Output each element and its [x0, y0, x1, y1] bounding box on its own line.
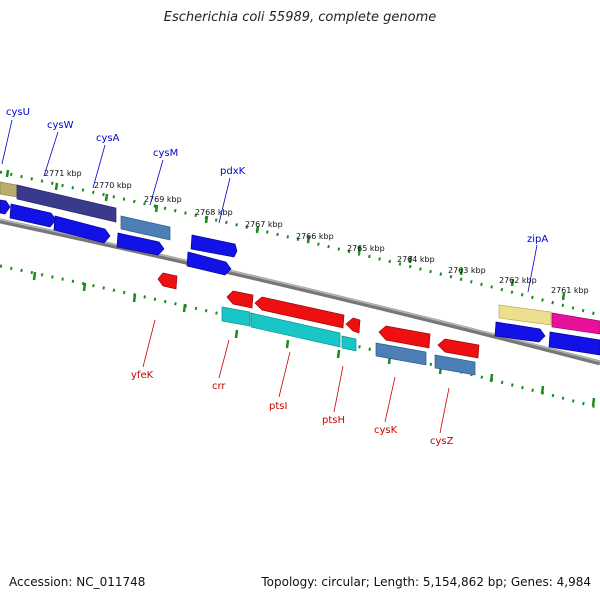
forward-cds-arrow[interactable] — [9, 203, 57, 228]
major-tick — [255, 225, 260, 234]
outer-major-ticks — [5, 169, 566, 301]
gene-label-cysA[interactable]: cysA — [96, 133, 120, 144]
gene-feature-cysZ[interactable] — [434, 354, 476, 376]
scale-label: 2769 kbp — [144, 195, 182, 204]
scale-label: 2766 kbp — [296, 232, 334, 241]
scale-labels: 2771 kbp 2770 kbp 2769 kbp 2768 kbp 2767… — [44, 169, 589, 295]
gene-label-cysK[interactable]: cysK — [374, 425, 398, 436]
gene-label-zipA[interactable]: zipA — [527, 234, 548, 245]
gene-label-yfeK[interactable]: yfeK — [131, 370, 154, 381]
gene-feature-ptsH[interactable] — [341, 335, 357, 352]
gene-feature-pink[interactable] — [551, 312, 600, 335]
reverse-cds-arrow[interactable] — [437, 338, 480, 359]
major-tick — [234, 329, 239, 339]
scale-label: 2762 kbp — [499, 276, 537, 285]
major-tick — [336, 349, 341, 359]
leader-line — [218, 339, 230, 379]
reverse-cds-track — [157, 272, 480, 359]
major-tick — [306, 235, 311, 244]
scale-label: 2763 kbp — [448, 266, 486, 275]
gene-feature-crr[interactable] — [221, 306, 251, 327]
leader-line — [1, 119, 13, 165]
leader-line — [527, 244, 538, 293]
gene-label-cysZ[interactable]: cysZ — [430, 436, 454, 447]
major-tick — [510, 278, 515, 287]
gene-label-ptsH[interactable]: ptsH — [322, 415, 345, 426]
major-tick — [32, 271, 37, 281]
genome-backbone — [0, 218, 600, 366]
topology-summary: Topology: circular; Length: 5,154,862 bp… — [261, 575, 591, 589]
major-tick — [459, 267, 464, 276]
reverse-cds-arrow[interactable] — [378, 325, 431, 349]
scale-label: 2767 kbp — [245, 220, 283, 229]
major-tick — [285, 339, 290, 349]
forward-cds-track — [0, 199, 600, 356]
reverse-cds-arrow[interactable] — [157, 272, 178, 290]
major-tick — [591, 397, 596, 407]
map-title: Escherichia coli 55989, complete genome — [163, 10, 437, 25]
scale-label: 2761 kbp — [551, 286, 589, 295]
reverse-gene-labels: yfeK crr ptsI ptsH cysK cysZ — [131, 370, 454, 447]
major-tick — [154, 204, 159, 213]
gene-label-cysM[interactable]: cysM — [153, 148, 178, 159]
forward-cds-arrow[interactable] — [494, 321, 546, 343]
major-tick — [104, 193, 109, 202]
major-tick — [489, 373, 494, 383]
major-tick — [82, 282, 87, 292]
reverse-cds-arrow[interactable] — [226, 290, 254, 309]
major-tick — [357, 245, 362, 254]
gene-feature-zipA[interactable] — [498, 304, 552, 326]
gene-feature-olive[interactable] — [0, 181, 18, 198]
reverse-cds-arrow[interactable] — [345, 317, 361, 334]
scale-label: 2770 kbp — [94, 181, 132, 190]
leader-line — [43, 131, 59, 177]
leader-line — [218, 177, 231, 224]
gene-label-pdxK[interactable]: pdxK — [220, 166, 246, 177]
forward-cds-arrow[interactable] — [190, 234, 238, 258]
major-tick — [132, 293, 137, 303]
forward-gene-labels: cysU cysW cysA cysM pdxK zipA — [6, 107, 548, 245]
forward-label-leaders — [1, 119, 538, 293]
gene-label-cysW[interactable]: cysW — [47, 120, 74, 131]
reverse-cds-arrow[interactable] — [254, 296, 345, 329]
forward-cds-arrow[interactable] — [53, 215, 111, 244]
major-tick — [561, 292, 566, 301]
scale-label: 2765 kbp — [347, 244, 385, 253]
scale-label: 2771 kbp — [44, 169, 82, 178]
major-tick — [540, 385, 545, 395]
accession-text: Accession: NC_011748 — [9, 575, 146, 589]
gene-feature-cysU[interactable] — [16, 184, 117, 223]
gene-label-crr[interactable]: crr — [212, 381, 226, 392]
forward-cds-arrow[interactable] — [116, 232, 165, 256]
gene-label-cysU[interactable]: cysU — [6, 107, 30, 118]
major-tick — [182, 303, 187, 313]
leader-line — [384, 376, 396, 423]
leader-line — [92, 144, 106, 189]
leader-line — [149, 159, 164, 206]
major-tick — [408, 255, 413, 264]
major-tick — [204, 215, 209, 224]
gene-feature-ptsI[interactable] — [250, 312, 341, 348]
forward-cds-arrow[interactable] — [548, 331, 600, 356]
forward-cds-arrow[interactable] — [0, 199, 11, 215]
leader-line — [142, 319, 156, 368]
gene-feature-cysM[interactable] — [120, 215, 171, 241]
forward-feature-track — [0, 181, 600, 335]
major-tick — [54, 182, 59, 191]
major-tick — [5, 169, 10, 178]
scale-label: 2764 kbp — [397, 255, 435, 264]
leader-line — [278, 351, 291, 398]
gene-label-ptsI[interactable]: ptsI — [269, 401, 287, 412]
outer-ruler-track — [0, 170, 600, 317]
gene-feature-cysK[interactable] — [375, 342, 427, 366]
forward-cds-arrow[interactable] — [186, 251, 232, 276]
reverse-label-leaders — [142, 319, 450, 434]
reverse-feature-track — [221, 306, 476, 376]
scale-label: 2768 kbp — [195, 208, 233, 217]
leader-line — [333, 365, 344, 413]
leader-line — [439, 387, 450, 434]
